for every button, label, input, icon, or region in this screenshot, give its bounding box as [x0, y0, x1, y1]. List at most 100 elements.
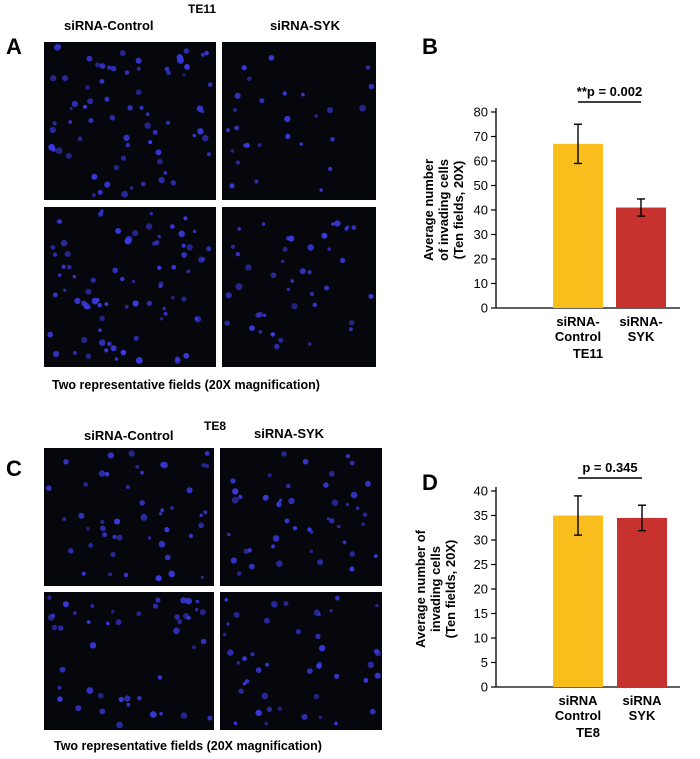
nucleus-dot: [368, 293, 374, 299]
nucleus-dot: [339, 257, 346, 264]
nucleus-dot: [125, 235, 133, 243]
nucleus-dot: [285, 133, 291, 139]
nucleus-dot: [78, 512, 85, 519]
nucleus-dot: [290, 279, 294, 283]
nucleus-dot: [222, 632, 227, 637]
nucleus-dot: [61, 264, 66, 269]
nucleus-dot: [238, 494, 243, 500]
nucleus-dot: [164, 66, 170, 72]
nucleus-dot: [363, 678, 369, 683]
nucleus-dot: [268, 55, 275, 61]
nucleus-dot: [324, 285, 330, 291]
nucleus-dot: [345, 454, 350, 459]
nucleus-dot: [110, 551, 116, 558]
nucleus-dot: [200, 52, 205, 57]
nucleus-dot: [176, 54, 184, 61]
nucleus-dot: [82, 104, 88, 109]
chart-b-p-value: **p = 0.002: [577, 84, 642, 99]
nucleus-dot: [155, 575, 162, 582]
nucleus-dot: [49, 126, 56, 134]
nucleus-dot: [52, 292, 58, 298]
nucleus-dot: [321, 232, 328, 239]
nucleus-dot: [309, 291, 314, 296]
nucleus-dot: [328, 470, 335, 477]
nucleus-dot: [183, 352, 190, 359]
nucleus-dot: [77, 136, 83, 142]
nucleus-dot: [295, 629, 301, 635]
panel-letter-a: A: [6, 34, 22, 59]
nucleus-dot: [163, 171, 168, 175]
nucleus-dot: [107, 341, 112, 347]
nucleus-dot: [85, 353, 92, 359]
nucleus-dot: [88, 543, 94, 548]
nucleus-dot: [92, 193, 96, 198]
nucleus-dot: [169, 224, 175, 229]
nucleus-dot: [178, 230, 185, 238]
nucleus-dot: [243, 548, 249, 554]
nucleus-dot: [71, 100, 78, 108]
chart-b-ytick-label: 80: [474, 105, 488, 120]
nucleus-dot: [362, 512, 368, 518]
nucleus-dot: [323, 482, 329, 488]
nucleus-dot: [349, 460, 355, 466]
nucleus-dot: [157, 158, 163, 165]
nucleus-dot: [375, 603, 379, 608]
nucleus-dot: [73, 351, 77, 355]
chart-d-ytick-label: 15: [474, 606, 488, 621]
chart-b-ytick-label: 70: [474, 129, 488, 144]
nucleus-dot: [182, 73, 186, 77]
nucleus-dot: [47, 331, 53, 338]
nucleus-dot: [124, 695, 131, 702]
nucleus-dot: [317, 559, 324, 566]
nucleus-dot: [232, 488, 239, 495]
nucleus-dot: [123, 572, 129, 578]
nucleus-dot: [259, 98, 265, 104]
nucleus-dot: [186, 244, 193, 251]
nucleus-dot: [157, 675, 163, 680]
nucleus-dot: [110, 345, 117, 352]
chart-b-ytick-label: 30: [474, 227, 488, 242]
nucleus-dot: [307, 270, 312, 275]
nucleus-dot: [230, 149, 235, 153]
nucleus-dot: [129, 186, 134, 190]
nucleus-dot: [292, 526, 298, 531]
nucleus-dot: [316, 663, 322, 669]
nucleus-dot: [133, 335, 139, 341]
nucleus-dot: [192, 229, 197, 234]
nucleus-dot: [327, 107, 333, 114]
nucleus-dot: [86, 687, 94, 694]
chart-d-ytick-label: 5: [481, 655, 488, 670]
nucleus-dot: [258, 330, 263, 334]
chart-d-p-value: p = 0.345: [582, 460, 637, 475]
nucleus-dot: [202, 135, 209, 142]
nucleus-dot: [174, 614, 180, 620]
chart-b-category-label-control: siRNA-Control: [555, 314, 601, 344]
nucleus-dot: [230, 557, 237, 564]
nucleus-dot: [201, 463, 206, 468]
nucleus-dot: [200, 575, 204, 579]
nucleus-dot: [184, 64, 190, 70]
chart-b-bar-syk: [616, 207, 666, 308]
nucleus-dot: [164, 527, 170, 533]
panel-a-caption: Two representative fields (20X magnifica…: [52, 378, 320, 392]
nucleus-dot: [199, 513, 203, 517]
nucleus-dot: [97, 303, 102, 308]
nucleus-dot: [157, 265, 162, 270]
nucleus-dot: [158, 540, 166, 548]
nuclei-a-syk-2: [224, 220, 374, 350]
nucleus-dot: [81, 336, 88, 344]
nucleus-dot: [261, 692, 269, 700]
nucleus-dot: [149, 711, 157, 718]
panel-letter-d: D: [422, 470, 438, 495]
nucleus-dot: [373, 648, 380, 654]
nucleus-dot: [72, 274, 77, 279]
nucleus-dot: [118, 696, 124, 703]
nucleus-dot: [369, 708, 376, 715]
nucleus-dot: [158, 176, 165, 184]
nucleus-dot: [50, 245, 56, 250]
nucleus-dot: [229, 183, 235, 189]
nucleus-dot: [244, 142, 250, 148]
nucleus-dot: [132, 300, 139, 307]
nucleus-dot: [126, 485, 130, 489]
nucleus-dot: [100, 519, 105, 524]
